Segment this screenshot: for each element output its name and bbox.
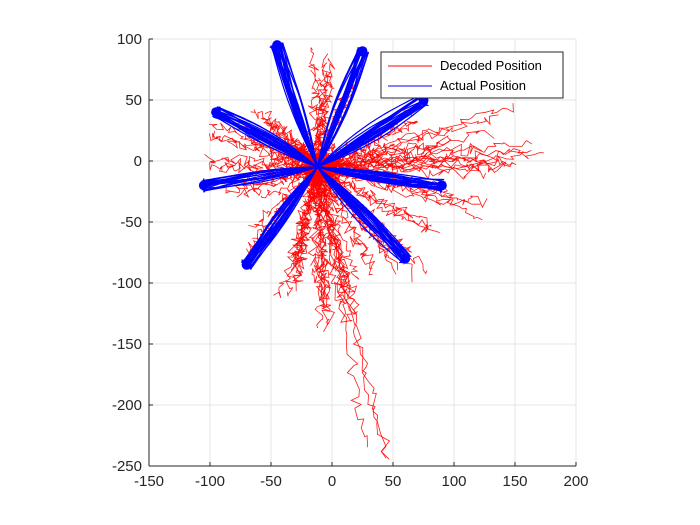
target-marker: [211, 107, 222, 118]
decoded-trace: [310, 167, 327, 308]
decoded-trace: [319, 155, 517, 173]
decoded-trace: [314, 165, 332, 300]
target-marker: [272, 40, 283, 51]
actual-trace: [246, 166, 318, 268]
y-tick-label: -150: [112, 336, 142, 353]
decoded-trace: [312, 168, 328, 302]
actual-trace: [317, 166, 404, 263]
decoded-trace: [317, 114, 499, 168]
x-tick-label: -100: [195, 473, 225, 490]
decoded-trace: [326, 159, 353, 176]
series-actual: [198, 40, 447, 270]
actual-trace: [316, 166, 409, 258]
axes: [148, 38, 577, 467]
actual-trace: [317, 95, 424, 168]
legend-label-decoded: Decoded Position: [440, 58, 542, 73]
x-tick-label: 50: [385, 473, 402, 490]
y-tick-label: 0: [134, 153, 142, 170]
actual-trace: [317, 100, 426, 168]
actual-trace: [317, 166, 444, 184]
x-tick-label: 100: [441, 473, 466, 490]
target-marker: [436, 180, 447, 191]
actual-trace: [316, 93, 422, 168]
legend-label-actual: Actual Position: [440, 78, 526, 93]
decoded-trace: [311, 167, 376, 276]
actual-trace: [316, 49, 362, 168]
legend: Decoded Position Actual Position: [380, 51, 564, 99]
actual-trace: [317, 166, 409, 258]
target-marker: [357, 46, 368, 57]
actual-trace: [271, 46, 318, 168]
target-marker: [198, 180, 209, 191]
actual-trace: [316, 166, 404, 263]
actual-trace: [203, 166, 318, 185]
decoded-trace: [304, 160, 325, 188]
actual-trace: [280, 43, 318, 168]
plot-background: [149, 39, 576, 466]
actual-trace: [316, 48, 360, 168]
x-tick-label: -150: [134, 473, 164, 490]
actual-trace: [317, 166, 444, 186]
grid: [148, 38, 577, 467]
decoded-trace: [316, 163, 505, 174]
y-tick-label: 100: [117, 31, 142, 48]
plot-area: [198, 40, 544, 460]
actual-trace: [213, 115, 318, 168]
actual-trace: [317, 166, 442, 192]
decoded-trace: [313, 163, 335, 332]
actual-trace: [269, 46, 318, 168]
actual-trace: [243, 166, 318, 265]
decoded-trace: [314, 150, 524, 172]
tick-labels: -150 -100 -50 0 50 100 150 200 100 50 0 -50 -100 -150…: [112, 31, 589, 490]
x-tick-label: 200: [563, 473, 588, 490]
actual-trace: [242, 166, 318, 263]
actual-trace: [203, 166, 318, 189]
actual-trace: [275, 42, 318, 168]
actual-trace: [213, 113, 318, 168]
actual-trace: [202, 166, 318, 182]
legend-box: [380, 51, 564, 99]
actual-trace: [316, 166, 403, 264]
target-marker: [400, 253, 411, 264]
y-tick-label: -50: [120, 214, 142, 231]
target-marker: [241, 259, 252, 270]
x-tick-label: 0: [328, 473, 336, 490]
x-tick-label: -50: [260, 473, 282, 490]
actual-trace: [316, 50, 367, 168]
decoded-trace: [314, 129, 495, 171]
decoded-trace: [316, 169, 427, 233]
x-tick-label: 150: [502, 473, 527, 490]
actual-trace: [250, 166, 318, 270]
y-tick-label: -100: [112, 275, 142, 292]
actual-trace: [317, 99, 425, 168]
actual-trace: [216, 109, 318, 168]
actual-trace: [317, 166, 443, 182]
actual-trace: [217, 106, 318, 168]
y-tick-label: -200: [112, 397, 142, 414]
actual-trace: [316, 52, 369, 168]
y-tick-label: -250: [112, 458, 142, 475]
actual-trace: [317, 103, 428, 168]
y-tick-label: 50: [125, 92, 142, 109]
actual-trace: [216, 106, 318, 168]
decoded-trace: [317, 165, 335, 182]
actual-trace: [317, 101, 426, 168]
actual-trace: [215, 111, 318, 168]
